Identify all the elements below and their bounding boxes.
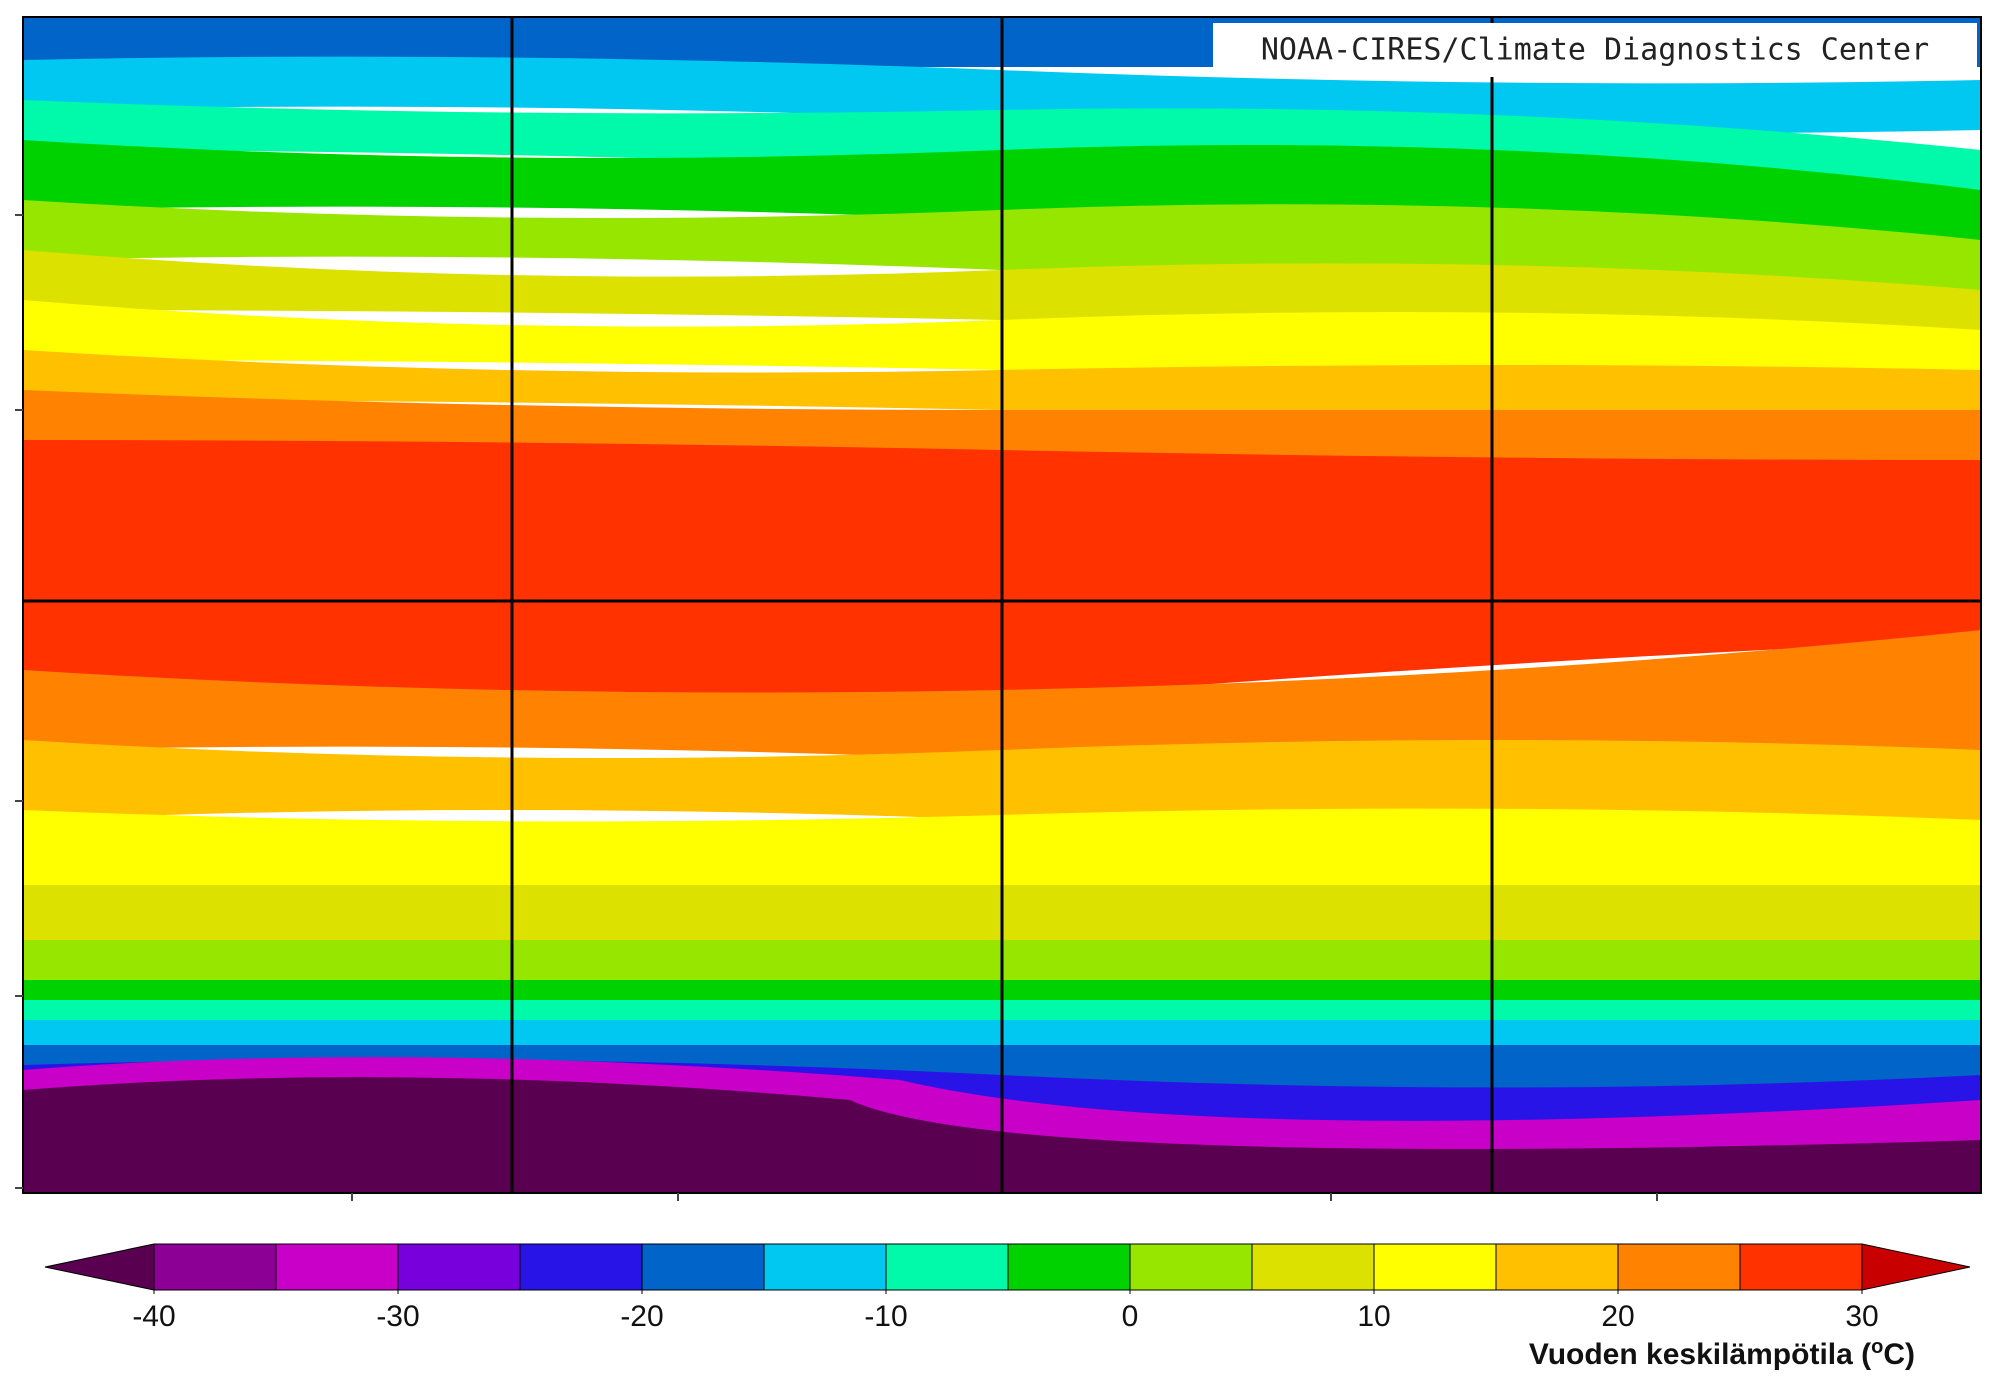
label-text: C): [1883, 1338, 1915, 1371]
colorbar-tick-label: 0: [1122, 1300, 1139, 1333]
colorbar-bin: [1007, 1243, 1131, 1291]
colorbar-bin: [275, 1243, 399, 1291]
colorbar: -40 -30 -20 -10 0 10 20 30: [44, 1243, 1971, 1333]
colorbar-tick-label: 20: [1601, 1300, 1634, 1333]
colorbar-extension-high: [1861, 1243, 1971, 1291]
colorbar-tick-label: -20: [620, 1300, 663, 1333]
credit: NOAA-CIRES/Climate Diagnostics Center: [1261, 33, 1929, 68]
colorbar-bin: [641, 1243, 765, 1291]
colorbar-tick-label: 30: [1845, 1300, 1878, 1333]
colorbar-bin: [1617, 1243, 1741, 1291]
colorbar-bin: [1495, 1243, 1619, 1291]
colorbar-tick-label: -10: [864, 1300, 907, 1333]
map-grid: [23, 17, 1981, 1193]
colorbar-bin: [153, 1243, 277, 1291]
colorbar-bin: [1251, 1243, 1375, 1291]
credit-box: [1213, 23, 1977, 77]
colorbar-extension-low: [44, 1243, 155, 1291]
colorbar-bin: [519, 1243, 643, 1291]
colorbar-tick-label: -40: [132, 1300, 175, 1333]
colorbar-bin: [1739, 1243, 1863, 1291]
colorbar-tick-label: -30: [376, 1300, 419, 1333]
label-superscript: o: [1871, 1336, 1883, 1358]
colorbar-bin: [763, 1243, 887, 1291]
colorbar-label: Vuoden keskilämpötila (oC): [1529, 1336, 1915, 1371]
colorbar-bin: [1129, 1243, 1253, 1291]
colorbar-tick-label: 10: [1357, 1300, 1390, 1333]
colorbar-bin: [885, 1243, 1009, 1291]
colorbar-bin: [1373, 1243, 1497, 1291]
label-text: Vuoden keskilämpötila (: [1529, 1338, 1871, 1371]
colorbar-bin: [397, 1243, 521, 1291]
map-axis-ticks: [15, 214, 1658, 1201]
